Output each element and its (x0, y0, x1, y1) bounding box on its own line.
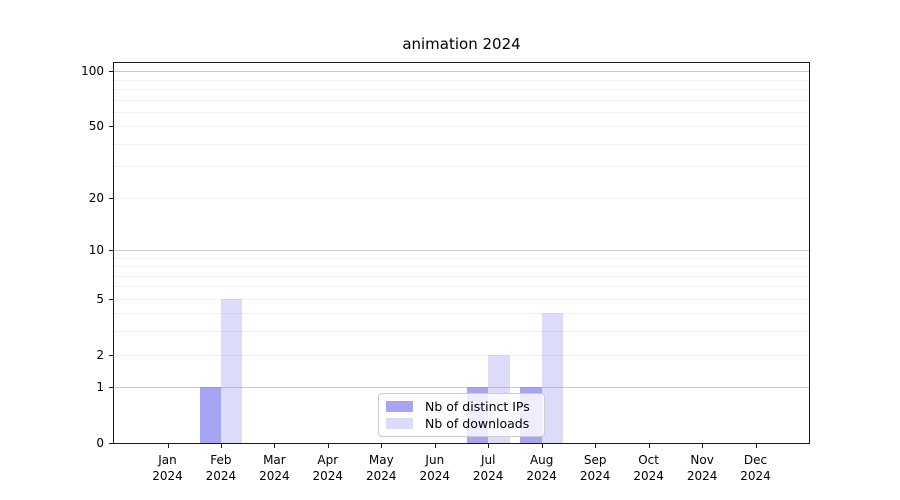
y-gridline-minor (114, 286, 809, 288)
legend-label-distinct-ips: Nb of distinct IPs (425, 399, 530, 414)
y-gridline-major (114, 387, 809, 389)
y-gridline-minor (114, 331, 809, 333)
legend: Nb of distinct IPs Nb of downloads (378, 393, 545, 437)
y-gridline-minor (114, 266, 809, 267)
y-gridline-major (114, 71, 809, 73)
y-tick (109, 71, 113, 73)
bar-downloads (541, 313, 564, 443)
y-tick-label: 50 (88, 119, 104, 134)
y-tick (109, 443, 113, 444)
x-tick (488, 444, 490, 448)
x-tick (755, 444, 757, 448)
chart-title: animation 2024 (402, 35, 521, 53)
x-tick-label: Feb 2024 (205, 453, 237, 483)
x-tick (167, 444, 169, 448)
y-tick-label: 5 (96, 291, 104, 306)
y-tick (109, 249, 113, 251)
y-tick-label: 0 (96, 436, 104, 450)
y-gridline-minor (114, 111, 809, 113)
x-tick (274, 444, 276, 448)
y-gridline-minor (114, 166, 809, 168)
y-gridline-major (114, 249, 809, 251)
y-tick-label: 2 (96, 347, 104, 362)
y-gridline-minor (114, 89, 809, 91)
legend-swatch-distinct-ips (386, 401, 413, 412)
y-gridline-minor (114, 275, 809, 277)
y-tick-label: 1 (96, 380, 104, 395)
y-tick-label: 100 (81, 64, 104, 79)
x-tick-label: Mar 2024 (259, 453, 290, 483)
x-tick-label: Sep 2024 (579, 453, 611, 483)
y-tick (109, 126, 113, 128)
y-gridline-minor (114, 298, 809, 300)
legend-item-distinct-ips: Nb of distinct IPs (386, 399, 530, 414)
y-gridline-minor (114, 143, 809, 145)
x-tick-label: Dec 2024 (740, 453, 771, 483)
x-tick-label: Nov 2024 (686, 453, 718, 483)
y-tick-label: 20 (88, 190, 104, 205)
plot-area (113, 62, 810, 444)
x-tick (381, 444, 383, 448)
x-tick (220, 444, 222, 448)
x-tick-label: Apr 2024 (312, 453, 344, 483)
x-tick (595, 444, 597, 448)
y-tick (109, 354, 113, 356)
x-tick-label: Jan 2024 (152, 453, 183, 483)
x-tick (541, 444, 543, 448)
bar-distinct-ips (199, 387, 221, 443)
x-tick-label: Jul 2024 (472, 453, 504, 483)
x-tick (648, 444, 650, 448)
y-gridline-minor (114, 257, 809, 259)
y-tick (109, 197, 113, 199)
y-gridline-minor (114, 126, 809, 128)
y-tick (109, 298, 113, 300)
x-tick-label: Aug 2024 (526, 453, 557, 483)
x-tick-label: Oct 2024 (633, 453, 664, 483)
legend-label-downloads: Nb of downloads (425, 416, 530, 431)
x-tick-label: May 2024 (366, 453, 397, 483)
legend-item-downloads: Nb of downloads (386, 416, 530, 431)
x-tick-label: Jun 2024 (419, 453, 451, 483)
y-gridline-minor (114, 79, 809, 81)
bar-downloads (220, 298, 243, 443)
x-tick (327, 444, 329, 448)
x-tick (434, 444, 436, 448)
x-tick (702, 444, 704, 448)
legend-swatch-downloads (386, 418, 413, 429)
y-gridline-minor (114, 313, 809, 315)
y-gridline-minor (114, 197, 809, 199)
y-tick-label: 10 (88, 242, 104, 257)
y-gridline-minor (114, 99, 809, 101)
y-gridline-minor (114, 354, 809, 356)
y-tick (109, 387, 113, 389)
